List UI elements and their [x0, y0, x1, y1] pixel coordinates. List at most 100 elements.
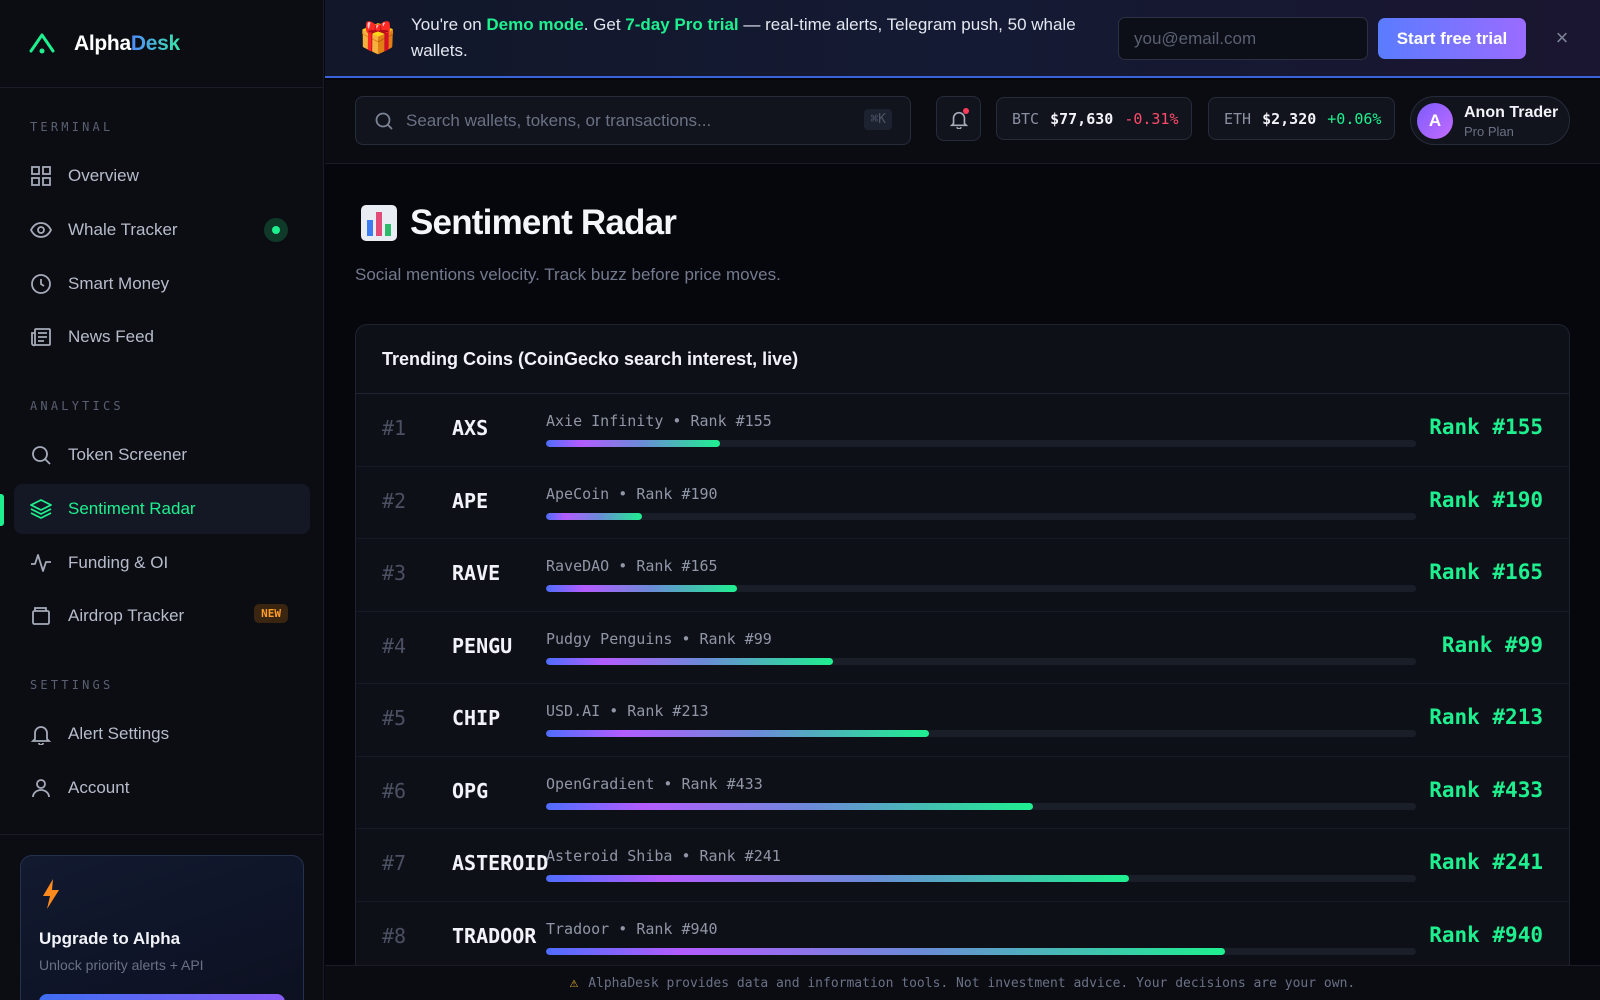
coin-rank: Rank #190 — [1429, 487, 1543, 512]
meta-separator: • — [672, 629, 700, 648]
promo-text-part: — real-time alerts, Telegram push, 50 wh… — [411, 15, 1076, 60]
btc-ticker[interactable]: BTC $77,630 -0.31% — [996, 97, 1192, 140]
ticker-change: -0.31% — [1124, 109, 1179, 128]
promo-text-part: . Get — [583, 15, 626, 34]
row-index: #8 — [382, 923, 407, 948]
coin-meta-rank: Rank #165 — [636, 557, 718, 575]
ticker-symbol: BTC — [1012, 109, 1040, 128]
user-name: Anon Trader — [1464, 104, 1559, 121]
page-title-text: Sentiment Radar — [410, 203, 677, 242]
section-label-analytics: ANALYTICS — [30, 399, 124, 413]
coin-symbol: TRADOOR — [452, 923, 537, 948]
meta-separator: • — [663, 412, 691, 430]
sidebar-item-alert-settings[interactable]: Alert Settings — [14, 709, 310, 759]
sidebar-item-label: Token Screener — [68, 445, 188, 464]
coin-meta-rank: Rank #99 — [699, 629, 772, 648]
row-index: #2 — [382, 488, 407, 513]
start-trial-button[interactable]: Start free trial — [1378, 18, 1526, 59]
newspaper-icon — [31, 328, 51, 347]
sidebar-item-token-screener[interactable]: Token Screener — [14, 430, 310, 480]
interest-bar-track — [546, 875, 1416, 882]
list-item[interactable]: #5 CHIP USD.AI • Rank #213 Rank #213 — [356, 684, 1569, 757]
sidebar: AlphaDesk TERMINAL Overview Whale Tracke… — [0, 0, 324, 1000]
sidebar-item-label: Sentiment Radar — [68, 499, 196, 518]
meta-separator: • — [672, 847, 700, 865]
coin-meta-rank: Rank #213 — [627, 702, 709, 720]
list-item[interactable]: #2 APE ApeCoin • Rank #190 Rank #190 — [356, 467, 1569, 539]
promo-text-part: You're on — [411, 15, 487, 34]
sidebar-item-label: Alert Settings — [68, 724, 170, 743]
row-index: #6 — [382, 778, 407, 803]
coin-meta: Tradoor • Rank #940 — [546, 920, 718, 938]
list-item[interactable]: #3 RAVE RaveDAO • Rank #165 Rank #165 — [356, 539, 1569, 612]
coin-symbol: OPG — [452, 778, 489, 803]
interest-bar-track — [546, 440, 1416, 447]
upgrade-title: Upgrade to Alpha — [39, 929, 181, 948]
ticker-price: $77,630 — [1050, 109, 1114, 128]
coin-symbol: RAVE — [452, 561, 501, 585]
list-item[interactable]: #8 TRADOOR Tradoor • Rank #940 Rank #940 — [356, 902, 1569, 974]
warning-icon: ⚠ — [569, 975, 579, 991]
gift-icon: 🎁 — [359, 21, 397, 55]
sidebar-item-funding-oi[interactable]: Funding & OI — [14, 538, 310, 588]
coin-meta-rank: Rank #190 — [636, 484, 718, 503]
page-subtitle: Social mentions velocity. Track buzz bef… — [355, 265, 781, 284]
live-status-dot — [264, 218, 288, 242]
ticker-change: +0.06% — [1327, 109, 1382, 128]
sidebar-item-label: Whale Tracker — [68, 220, 178, 239]
list-item[interactable]: #7 ASTEROID Asteroid Shiba • Rank #241 Rank… — [356, 829, 1569, 902]
sidebar-item-account[interactable]: Account — [14, 763, 310, 813]
interest-bar-fill — [546, 512, 642, 520]
coin-meta: OpenGradient • Rank #433 — [546, 775, 763, 793]
sidebar-item-smart-money[interactable]: Smart Money — [14, 259, 310, 309]
coin-rank: Rank #155 — [1429, 415, 1543, 439]
upgrade-button[interactable] — [39, 994, 285, 1000]
coin-name: OpenGradient — [546, 774, 655, 793]
coin-meta-rank: Rank #155 — [690, 412, 772, 430]
close-icon[interactable]: × — [1555, 25, 1569, 50]
search-input[interactable] — [406, 110, 826, 131]
coin-name: RaveDAO — [546, 557, 610, 575]
brand-name-part1: Alpha — [74, 31, 131, 55]
interest-bar-fill — [546, 730, 929, 737]
interest-bar-track — [546, 730, 1416, 737]
eth-ticker[interactable]: ETH $2,320 +0.06% — [1208, 97, 1395, 140]
sidebar-item-overview[interactable]: Overview — [14, 151, 310, 201]
coin-name: Axie Infinity — [546, 412, 664, 430]
sidebar-item-news-feed[interactable]: News Feed — [14, 312, 310, 362]
pulse-icon — [31, 554, 51, 572]
disclaimer-footer: ⚠ AlphaDesk provides data and informatio… — [325, 965, 1600, 1000]
coin-name: Pudgy Penguins — [546, 629, 673, 648]
search-bar[interactable]: ⌘K — [355, 96, 911, 145]
logo-icon — [29, 33, 55, 53]
coin-symbol: APE — [452, 488, 489, 513]
sidebar-item-sentiment-radar[interactable]: Sentiment Radar — [0, 484, 310, 534]
coin-name: USD.AI — [546, 702, 601, 720]
user-menu[interactable]: A Anon Trader Pro Plan — [1410, 96, 1570, 145]
coin-meta: Axie Infinity • Rank #155 — [546, 412, 772, 430]
coin-rank: Rank #165 — [1429, 560, 1543, 584]
list-item[interactable]: #6 OPG OpenGradient • Rank #433 Rank #433 — [356, 757, 1569, 829]
list-item[interactable]: #1 AXS Axie Infinity • Rank #155 Rank #155 — [356, 394, 1569, 467]
clock-icon — [31, 274, 51, 294]
brand[interactable]: AlphaDesk — [0, 0, 323, 88]
sidebar-item-whale-tracker[interactable]: Whale Tracker — [14, 205, 310, 255]
sidebar-divider — [0, 834, 324, 835]
page-title: Sentiment Radar — [360, 203, 677, 243]
search-icon — [375, 112, 393, 130]
coin-meta: Asteroid Shiba • Rank #241 — [546, 847, 781, 865]
meta-separator: • — [654, 774, 682, 793]
list-item[interactable]: #4 PENGU Pudgy Penguins • Rank #99 Rank #99 — [356, 612, 1569, 684]
sidebar-item-airdrop-tracker[interactable]: Airdrop Tracker NEW — [14, 591, 310, 641]
lightning-icon — [43, 879, 59, 909]
notifications-button[interactable] — [936, 96, 981, 141]
email-field[interactable] — [1118, 17, 1368, 60]
coin-rank: Rank #213 — [1429, 705, 1543, 729]
sidebar-item-label: Funding & OI — [68, 553, 169, 572]
brand-name-part2: Desk — [130, 31, 180, 55]
row-index: #5 — [382, 706, 407, 730]
meta-separator: • — [609, 484, 637, 503]
meta-separator: • — [600, 702, 628, 720]
bell-icon — [30, 726, 52, 745]
bar-chart-icon — [361, 205, 397, 241]
